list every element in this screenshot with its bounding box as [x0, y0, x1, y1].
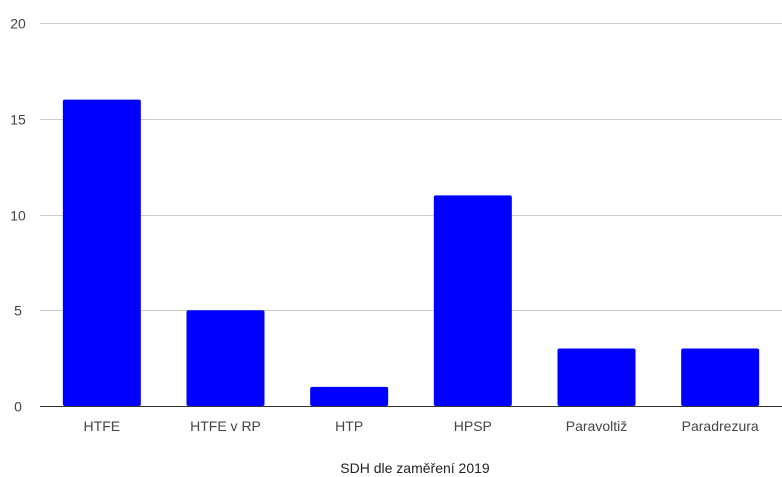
y-axis-ticks: 0 5 10 15 20 [10, 16, 26, 415]
x-tick-label: Paradrezura [682, 418, 759, 434]
x-tick-label: HTFE [84, 418, 121, 434]
bar [62, 99, 141, 406]
y-tick-label: 15 [10, 112, 26, 128]
y-tick-label: 0 [14, 399, 22, 415]
bars [62, 99, 760, 406]
x-axis-ticks: HTFE HTFE v RP HTP HPSP Paravoltiž Paradrezur… [84, 418, 759, 434]
y-tick-label: 10 [10, 208, 26, 224]
bar [186, 310, 265, 406]
gridlines [40, 23, 782, 311]
bar [557, 348, 636, 406]
bar [681, 348, 760, 406]
y-tick-label: 20 [10, 16, 26, 32]
y-tick-label: 5 [14, 303, 22, 319]
x-tick-label: Paravoltiž [566, 418, 627, 434]
x-tick-label: HTP [335, 418, 363, 434]
x-tick-label: HTFE v RP [190, 418, 261, 434]
bar [310, 386, 389, 406]
x-tick-label: HPSP [454, 418, 492, 434]
x-axis-title: SDH dle zaměření 2019 [340, 460, 490, 476]
bar [433, 195, 512, 406]
